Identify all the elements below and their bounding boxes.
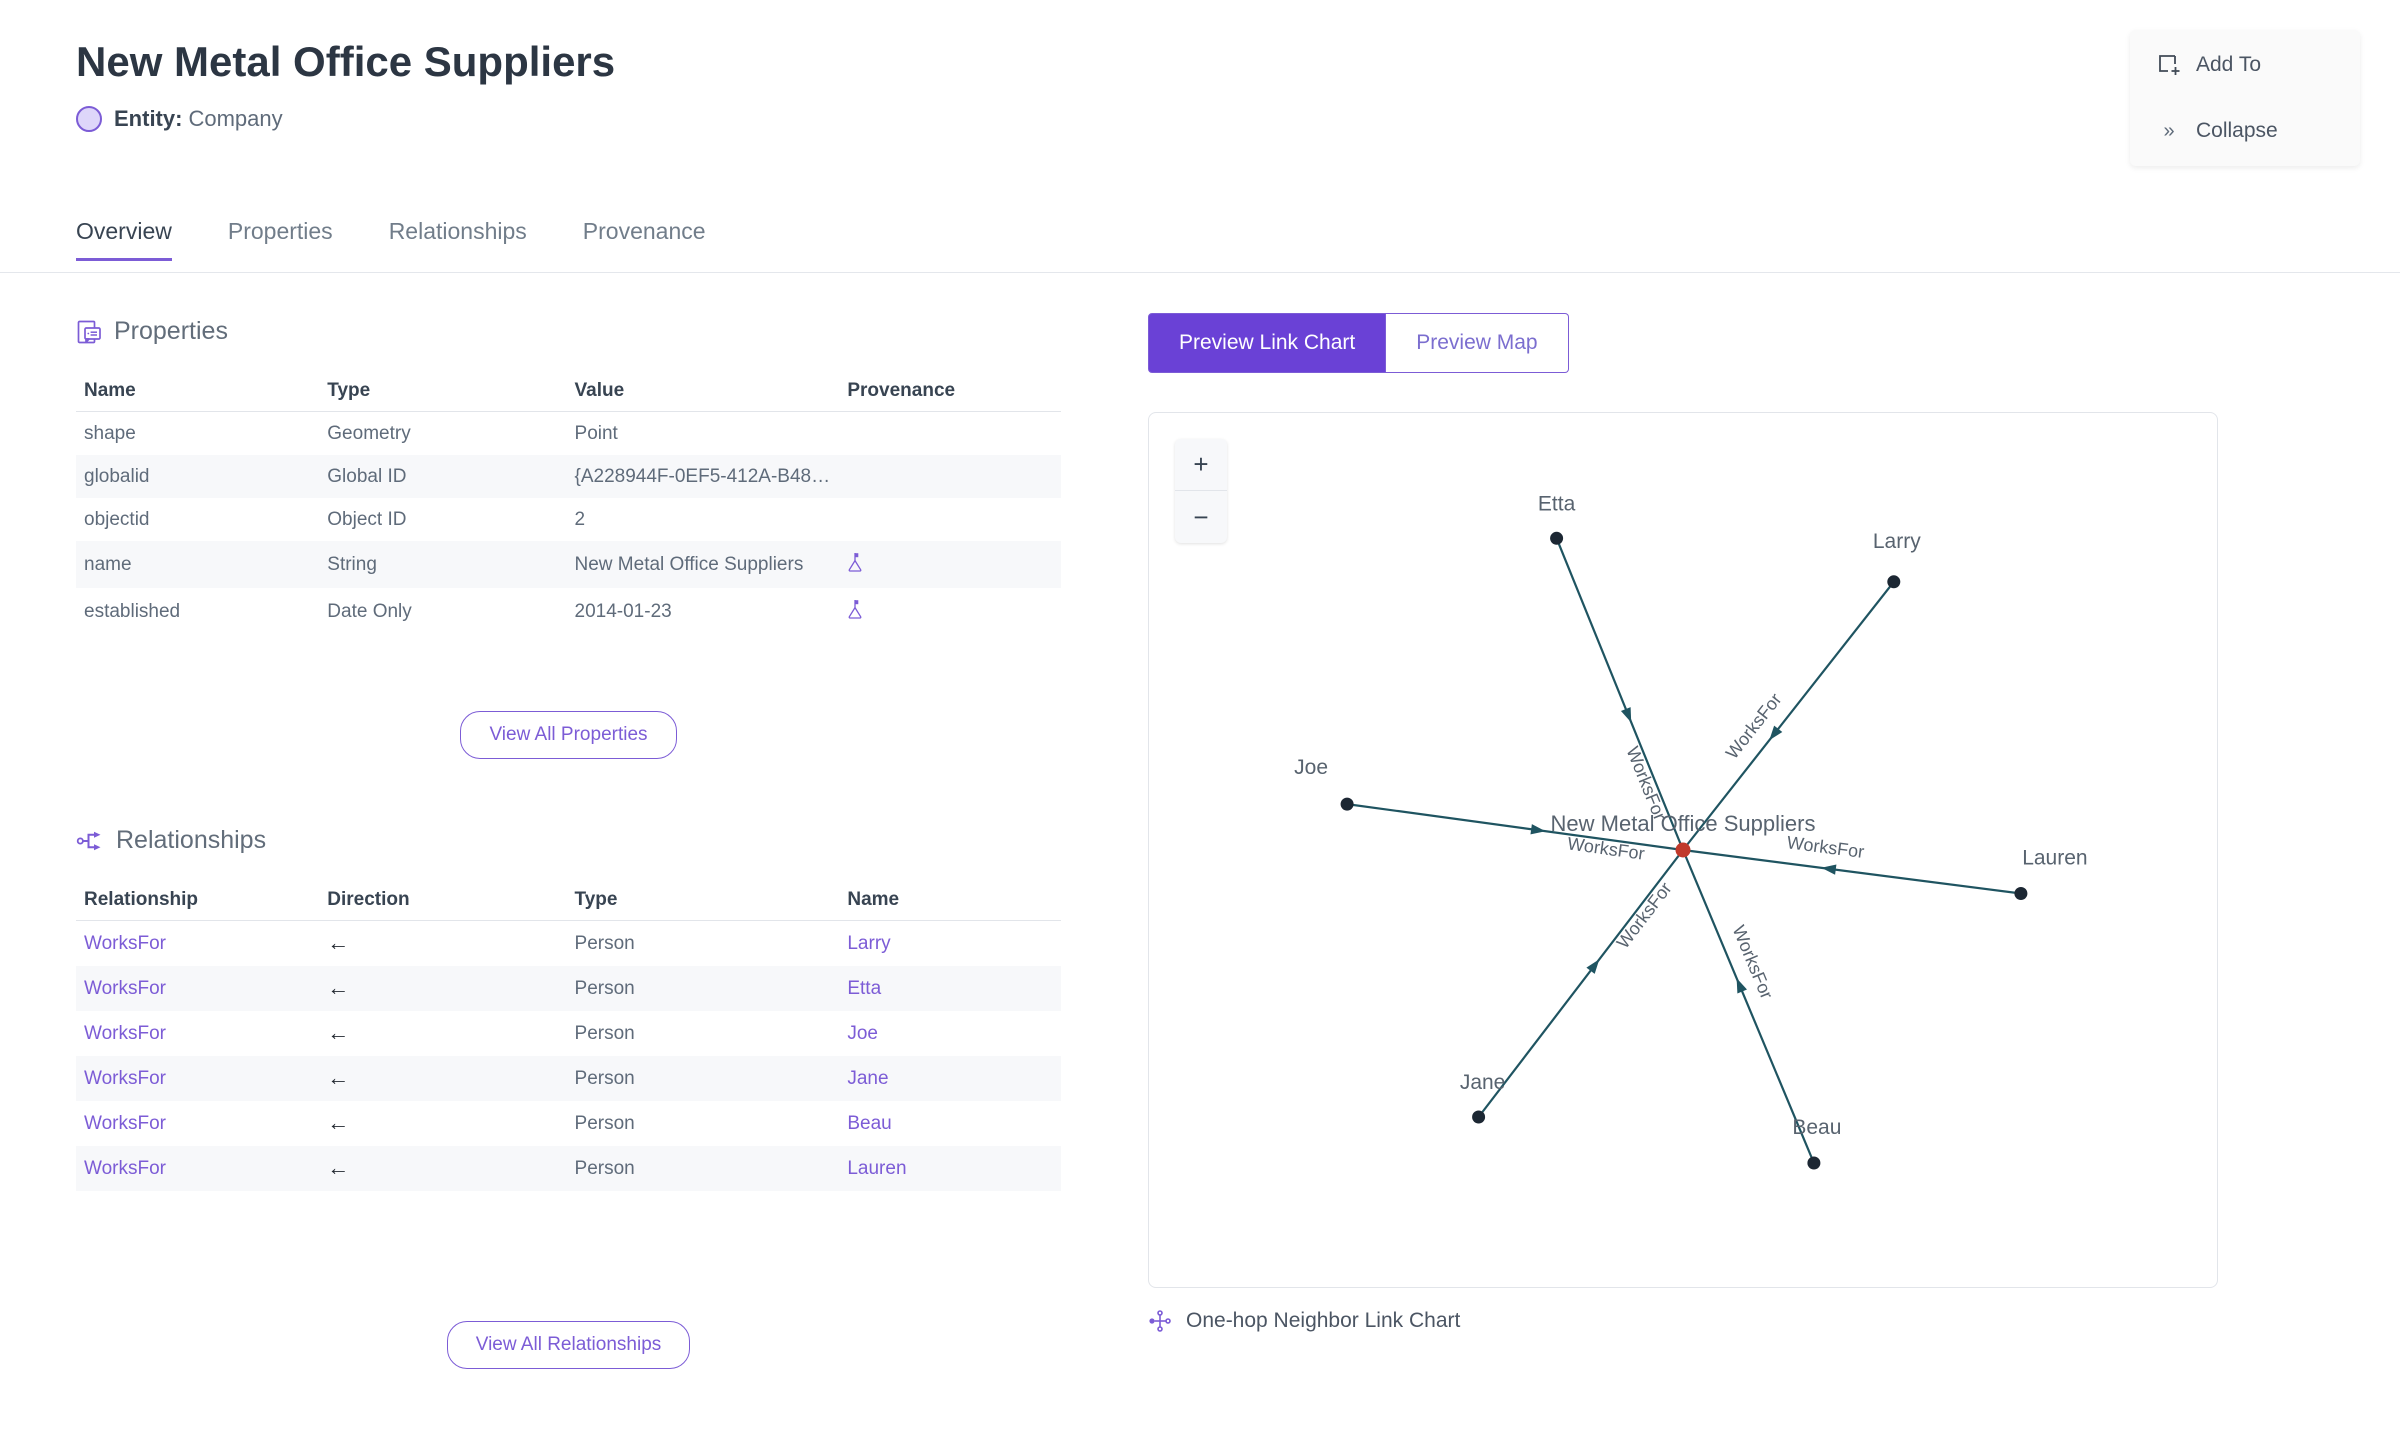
svg-text:Lauren: Lauren [2022,847,2087,870]
svg-text:Etta: Etta [1538,492,1576,515]
svg-text:New Metal Office Suppliers: New Metal Office Suppliers [1551,811,1816,836]
svg-text:WorksFor: WorksFor [1729,923,1777,1002]
svg-text:WorksFor: WorksFor [1786,832,1866,862]
svg-text:Joe: Joe [1294,756,1328,779]
svg-text:WorksFor: WorksFor [1566,833,1646,863]
svg-text:WorksFor: WorksFor [1613,878,1676,952]
svg-text:WorksFor: WorksFor [1722,689,1786,762]
svg-text:Beau: Beau [1792,1116,1841,1139]
svg-text:Larry: Larry [1873,530,1921,553]
svg-text:Jane: Jane [1460,1071,1506,1094]
